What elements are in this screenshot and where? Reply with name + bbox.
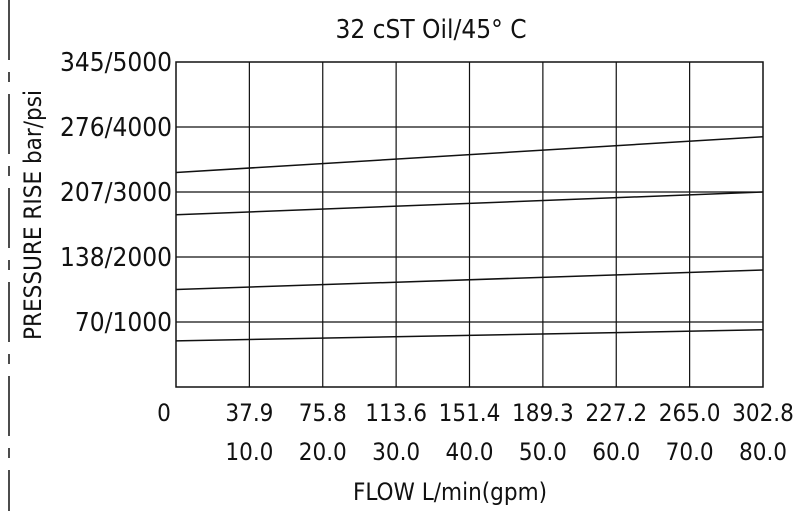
x-tick-label-lpm: 265.0: [659, 399, 721, 427]
x-tick-label-lpm: 75.8: [299, 399, 347, 427]
y-tick-label: 207/3000: [60, 178, 172, 208]
y-tick-label: 70/1000: [75, 308, 172, 338]
series-line-2: [175, 191, 764, 216]
plot-frame: [175, 61, 764, 388]
series-lines: [175, 136, 764, 342]
y-axis-label: PRESSURE RISE bar/psi: [19, 90, 47, 340]
x-tick-label-gpm: 50.0: [519, 438, 567, 466]
x-tick-label-lpm: 302.8: [732, 399, 794, 427]
x-tick-label-lpm: 189.3: [512, 399, 574, 427]
x-tick-label-gpm: 10.0: [225, 438, 273, 466]
x-tick-label-gpm: 30.0: [372, 438, 420, 466]
x-tick-label-lpm: 151.4: [439, 399, 501, 427]
x-tick-label-gpm: 20.0: [299, 438, 347, 466]
series-line-3: [175, 269, 764, 291]
x-axis-label: FLOW L/min(gpm): [353, 478, 547, 506]
x-tick-label-lpm: 113.6: [365, 399, 427, 427]
y-tick-label: 276/4000: [60, 113, 172, 143]
chart-title: 32 cST Oil/45° C: [335, 15, 526, 45]
x-tick-label-lpm: 0: [157, 399, 171, 427]
series-line-1: [175, 136, 764, 174]
y-tick-label: 138/2000: [60, 243, 172, 273]
x-tick-label-gpm: 40.0: [445, 438, 493, 466]
x-tick-label-lpm: 37.9: [225, 399, 273, 427]
x-tick-labels: 0 37.9 75.8 113.6 151.4 189.3 227.2 265.0 302.8 1…: [157, 399, 794, 466]
x-tick-label-gpm: 80.0: [739, 438, 787, 466]
series-line-4: [175, 329, 764, 342]
y-tick-label: 345/5000: [60, 48, 172, 78]
y-tick-labels: 70/1000 138/2000 207/3000 276/4000 345/5000: [60, 48, 172, 338]
grid: [176, 62, 763, 387]
x-tick-label-gpm: 60.0: [592, 438, 640, 466]
x-tick-label-gpm: 70.0: [666, 438, 714, 466]
x-tick-label-lpm: 227.2: [585, 399, 647, 427]
